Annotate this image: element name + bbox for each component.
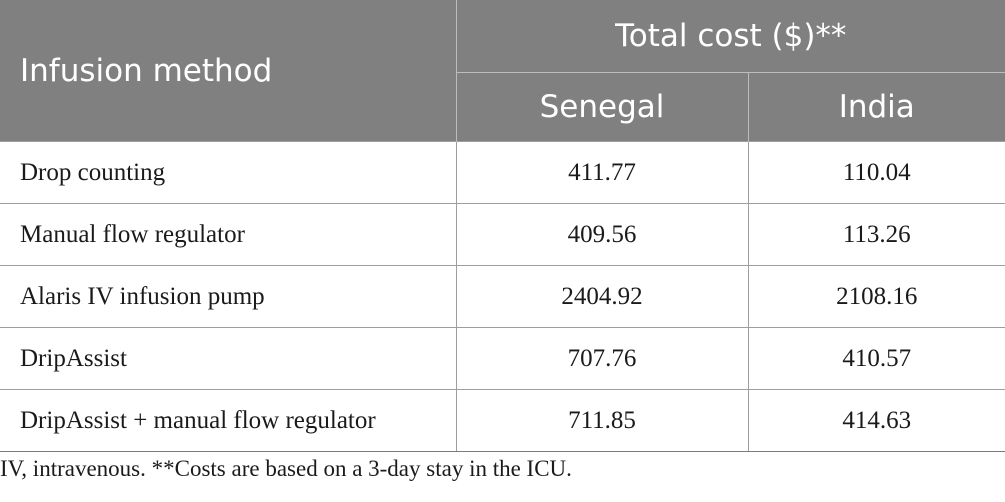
cell-india-cost: 410.57 <box>748 327 1005 390</box>
cell-senegal-cost: 2404.92 <box>456 265 749 328</box>
header-row-countries: Senegal India <box>0 72 1005 142</box>
header-infusion-method: Infusion method <box>0 0 457 142</box>
table-row: DripAssist 707.76 410.57 <box>0 327 1005 390</box>
cell-method: Alaris IV infusion pump <box>0 265 457 328</box>
table-row: Manual flow regulator 409.56 113.26 <box>0 203 1005 266</box>
table-header: Infusion method Total cost ($)** Senegal… <box>0 0 1005 142</box>
table-row: Drop counting 411.77 110.04 <box>0 141 1005 204</box>
header-total-cost: Total cost ($)** <box>456 0 1005 73</box>
header-india: India <box>748 72 1005 142</box>
cost-table: Infusion method Total cost ($)** Senegal… <box>0 0 1005 452</box>
cell-india-cost: 113.26 <box>748 203 1005 266</box>
cell-senegal-cost: 707.76 <box>456 327 749 390</box>
cell-senegal-cost: 409.56 <box>456 203 749 266</box>
header-row-top: Infusion method Total cost ($)** <box>0 0 1005 142</box>
cell-method: Drop counting <box>0 141 457 204</box>
table-footnote: IV, intravenous. **Costs are based on a … <box>0 456 572 481</box>
cell-india-cost: 110.04 <box>748 141 1005 204</box>
cell-method: Manual flow regulator <box>0 203 457 266</box>
cell-method: DripAssist + manual flow regulator <box>0 389 457 452</box>
table-row: Alaris IV infusion pump 2404.92 2108.16 <box>0 265 1005 328</box>
cell-method: DripAssist <box>0 327 457 390</box>
cell-senegal-cost: 411.77 <box>456 141 749 204</box>
cell-senegal-cost: 711.85 <box>456 389 749 452</box>
header-senegal: Senegal <box>456 72 749 142</box>
table-body: Drop counting 411.77 110.04 Manual flow … <box>0 141 1005 452</box>
cell-india-cost: 2108.16 <box>748 265 1005 328</box>
cell-india-cost: 414.63 <box>748 389 1005 452</box>
table-row: DripAssist + manual flow regulator 711.8… <box>0 389 1005 452</box>
